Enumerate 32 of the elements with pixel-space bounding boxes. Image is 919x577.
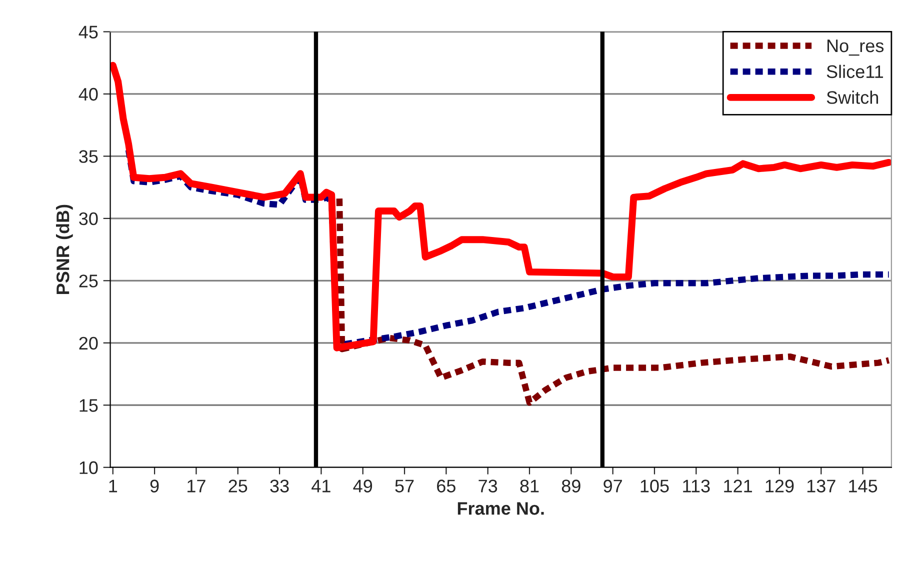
x-tick-label: 81: [520, 480, 539, 492]
y-tick-label: 35: [79, 150, 98, 163]
x-tick-label: 33: [270, 480, 289, 492]
x-tick-label: 105: [640, 480, 669, 492]
x-tick-label: 129: [766, 480, 794, 492]
x-tick-label: 1: [109, 480, 118, 492]
y-tick-label: 20: [79, 336, 98, 350]
x-tick-label: 73: [478, 480, 498, 492]
x-tick-label: 49: [353, 480, 372, 492]
x-tick-label: 41: [312, 480, 330, 492]
y-axis-title: PSNR (dB): [56, 204, 73, 294]
x-tick-label: 9: [150, 480, 159, 492]
legend-label: Switch: [826, 90, 878, 104]
x-tick-label: 97: [604, 480, 622, 492]
x-tick-label: 113: [683, 480, 710, 492]
legend-label: No_res: [827, 40, 884, 56]
x-tick-label: 57: [395, 480, 414, 492]
y-tick-label: 30: [79, 212, 98, 226]
y-tick-label: 25: [79, 274, 98, 288]
x-tick-label: 65: [437, 480, 456, 492]
x-tick-label: 89: [562, 480, 580, 492]
y-tick-label: 15: [80, 399, 98, 412]
y-tick-label: 45: [78, 26, 98, 38]
x-tick-label: 17: [188, 480, 206, 492]
y-tick-label: 10: [80, 461, 98, 474]
legend-label: Slice11: [826, 64, 884, 78]
x-tick-label: 145: [849, 480, 878, 492]
y-tick-label: 40: [78, 88, 98, 101]
x-tick-label: 137: [807, 480, 836, 492]
x-tick-label: 25: [228, 480, 248, 492]
x-tick-label: 121: [724, 480, 752, 492]
x-axis-title: Frame No.: [458, 502, 544, 515]
